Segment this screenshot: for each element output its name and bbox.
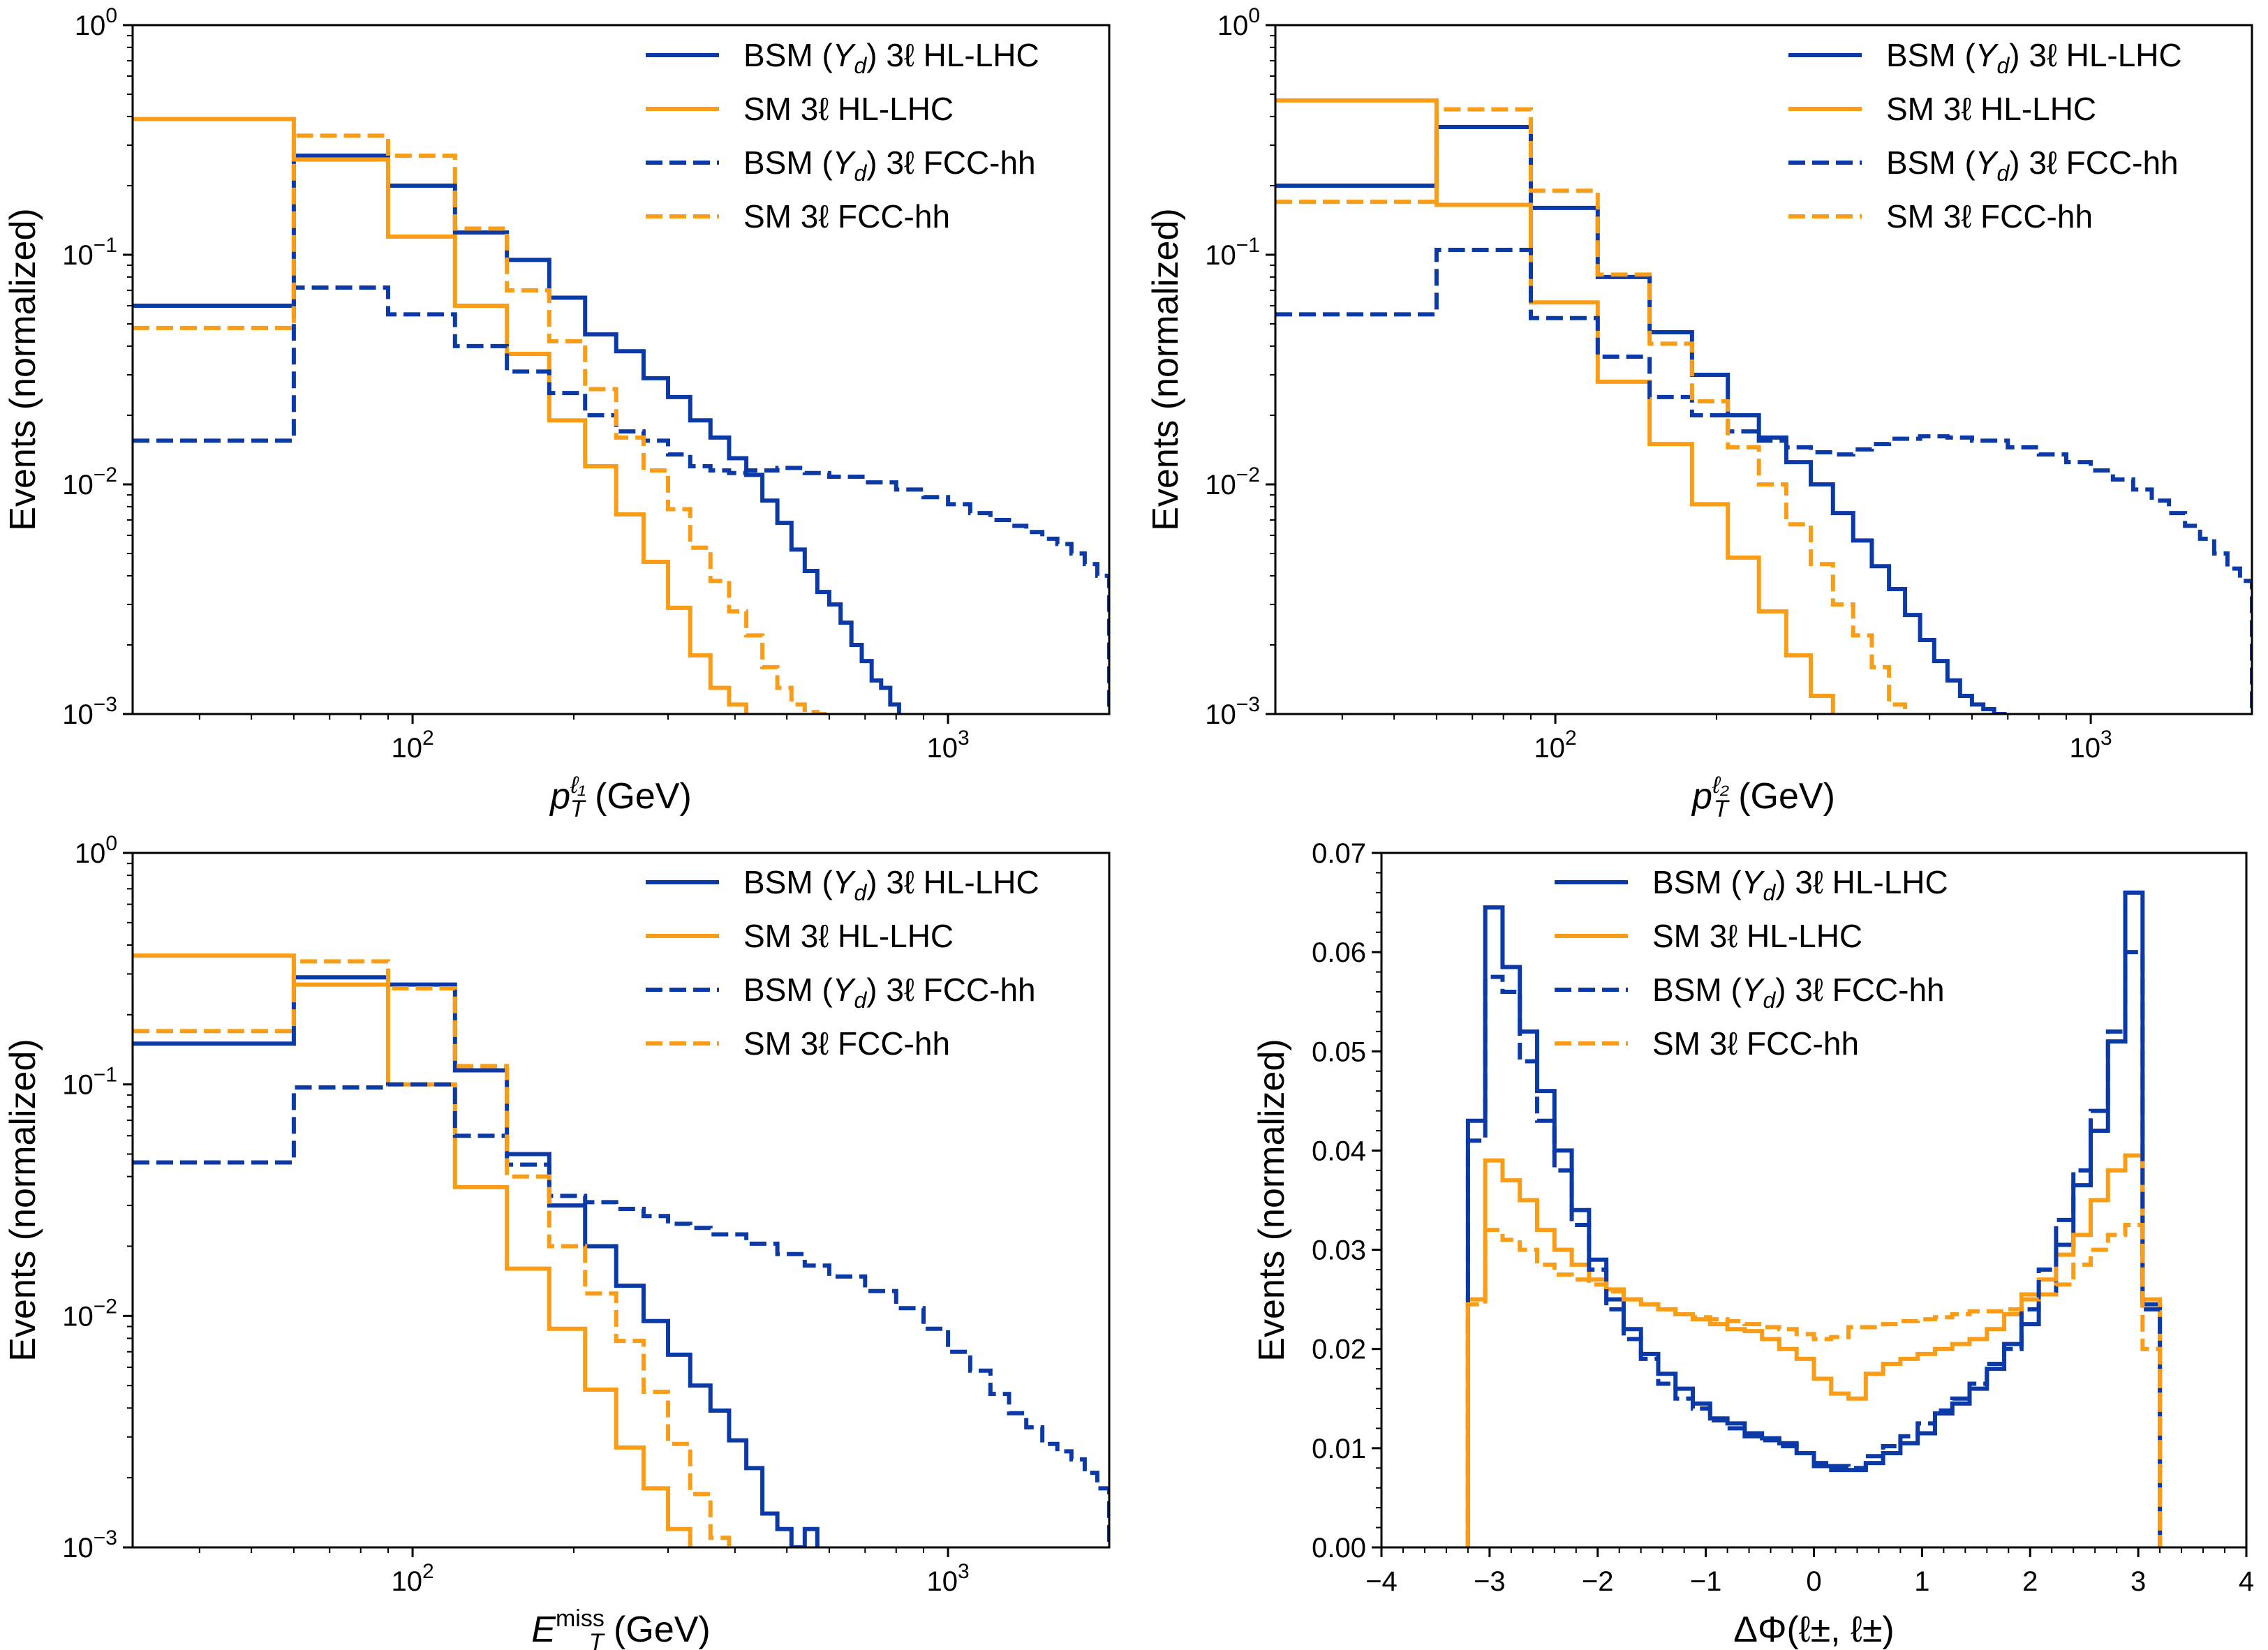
panel-4: −4 −3 −2 −1 0 1 2 3 40.000.010.020.030.040.050.0… bbox=[1252, 838, 2254, 1650]
y-tick-label: 10−3 bbox=[62, 693, 117, 730]
y-tick-label: 10−2 bbox=[62, 1295, 117, 1332]
y-axis: 10−3 10−2 10−1 100 bbox=[62, 4, 133, 730]
panel-2: 102 103 10−3 10−2 10−1 100 pℓ₂ T (GeV) Events (n… bbox=[1146, 4, 2253, 822]
x-axis-label: Emiss T (GeV) bbox=[531, 1605, 711, 1650]
legend-label: SM 3ℓ FCC-hh bbox=[1886, 198, 2093, 235]
y-tick-label: 0.04 bbox=[1312, 1136, 1366, 1166]
axes-frame bbox=[1274, 24, 2253, 715]
x-tick-label: 2 bbox=[2022, 1566, 2038, 1597]
legend-label: BSM (Yd) 3ℓ FCC-hh bbox=[743, 144, 1036, 186]
x-axis-label: ΔΦ(ℓ±, ℓ±) bbox=[1733, 1610, 1894, 1650]
x-axis: 102 103 bbox=[198, 714, 970, 764]
legend-label: BSM (Yd) 3ℓ HL-LHC bbox=[743, 864, 1039, 905]
axes-frame bbox=[131, 852, 1111, 1549]
legend-label: SM 3ℓ HL-LHC bbox=[1886, 91, 2096, 127]
series-bsm-y-d-3-fcc-hh bbox=[1275, 248, 2252, 714]
x-tick-label: 1 bbox=[1914, 1566, 1929, 1597]
x-tick-label: 102 bbox=[391, 1560, 433, 1597]
series-group bbox=[1275, 98, 2252, 714]
x-axis-label: pℓ₂ T (GeV) bbox=[1691, 772, 1835, 822]
legend: BSM (Yd) 3ℓ HL-LHC SM 3ℓ HL-LHC BSM (Yd) 3… bbox=[1788, 37, 2182, 235]
legend-label: SM 3ℓ HL-LHC bbox=[1652, 918, 1862, 954]
x-axis: −4 −3 −2 −1 0 1 2 3 4 bbox=[1365, 1547, 2254, 1597]
series-sm-3-hl-lhc bbox=[1465, 1153, 2163, 1547]
y-tick-label: 0.01 bbox=[1312, 1434, 1366, 1464]
legend-label: SM 3ℓ HL-LHC bbox=[743, 918, 954, 954]
legend-label: BSM (Yd) 3ℓ FCC-hh bbox=[743, 972, 1036, 1013]
axes-frame bbox=[1380, 852, 2248, 1549]
series-sm-3-fcc-hh bbox=[133, 133, 831, 714]
series-group bbox=[1465, 890, 2163, 1547]
series-group bbox=[133, 953, 1109, 1547]
legend-label: SM 3ℓ HL-LHC bbox=[743, 91, 954, 127]
legend: BSM (Yd) 3ℓ HL-LHC SM 3ℓ HL-LHC BSM (Yd) 3… bbox=[646, 37, 1039, 235]
y-tick-label: 10−2 bbox=[1205, 463, 1260, 500]
x-tick-label: −1 bbox=[1690, 1566, 1722, 1597]
series-sm-3-hl-lhc bbox=[1275, 98, 1835, 714]
x-tick-label: 103 bbox=[2070, 727, 2112, 764]
legend-label: BSM (Yd) 3ℓ HL-LHC bbox=[743, 37, 1039, 78]
series-bsm-y-d-3-fcc-hh bbox=[133, 285, 1109, 714]
x-tick-label: 4 bbox=[2239, 1566, 2254, 1597]
y-axis-label: Events (normalized) bbox=[1146, 208, 1186, 530]
x-axis: 102 103 bbox=[198, 1547, 970, 1597]
y-axis: 10−3 10−2 10−1 100 bbox=[1205, 4, 1275, 730]
series-bsm-y-d-3-fcc-hh bbox=[133, 1082, 1109, 1547]
series-sm-3-hl-lhc bbox=[133, 953, 692, 1547]
series-sm-3-hl-lhc bbox=[133, 117, 749, 714]
series-sm-3-fcc-hh bbox=[133, 959, 732, 1547]
legend-label: SM 3ℓ FCC-hh bbox=[743, 1025, 950, 1062]
y-tick-label: 100 bbox=[1217, 4, 1260, 41]
y-tick-label: 0.00 bbox=[1312, 1533, 1366, 1563]
y-axis: 10−3 10−2 10−1 100 bbox=[62, 832, 133, 1563]
series-group bbox=[133, 117, 1109, 714]
legend-label: BSM (Yd) 3ℓ FCC-hh bbox=[1652, 972, 1945, 1013]
axes-frame bbox=[131, 24, 1111, 715]
series-bsm-y-d-3-hl-lhc bbox=[133, 154, 901, 714]
x-tick-label: 0 bbox=[1806, 1566, 1821, 1597]
series-sm-3-fcc-hh bbox=[1465, 1223, 2163, 1547]
y-tick-label: 0.05 bbox=[1312, 1036, 1366, 1067]
y-tick-label: 0.02 bbox=[1312, 1335, 1366, 1365]
y-axis-label: Events (normalized) bbox=[3, 1039, 43, 1361]
y-tick-label: 100 bbox=[75, 4, 117, 41]
y-tick-label: 0.07 bbox=[1312, 838, 1366, 869]
legend-label: SM 3ℓ FCC-hh bbox=[743, 198, 950, 235]
y-tick-label: 10−1 bbox=[62, 234, 117, 271]
y-axis-label: Events (normalized) bbox=[1252, 1039, 1292, 1361]
x-tick-label: 103 bbox=[927, 1560, 970, 1597]
x-axis: 102 103 bbox=[1341, 714, 2112, 764]
legend: BSM (Yd) 3ℓ HL-LHC SM 3ℓ HL-LHC BSM (Yd) 3… bbox=[1555, 864, 1948, 1062]
panel-3: 102 103 10−3 10−2 10−1 100 Emiss T (GeV) Events … bbox=[3, 832, 1111, 1650]
y-tick-label: 10−3 bbox=[1205, 693, 1260, 730]
series-sm-3-fcc-hh bbox=[1275, 107, 1908, 714]
x-tick-label: −2 bbox=[1582, 1566, 1614, 1597]
legend: BSM (Yd) 3ℓ HL-LHC SM 3ℓ HL-LHC BSM (Yd) 3… bbox=[646, 864, 1039, 1062]
y-axis-label: Events (normalized) bbox=[3, 208, 43, 530]
x-tick-label: 3 bbox=[2130, 1566, 2146, 1597]
legend-label: BSM (Yd) 3ℓ HL-LHC bbox=[1886, 37, 2182, 78]
legend-label: BSM (Yd) 3ℓ HL-LHC bbox=[1652, 864, 1948, 905]
x-tick-label: −4 bbox=[1365, 1566, 1398, 1597]
series-bsm-y-d-3-fcc-hh bbox=[1465, 950, 2163, 1547]
panel-1: 102 103 10−3 10−2 10−1 100 pℓ₁ T (GeV) Events (n… bbox=[3, 4, 1111, 822]
x-axis-label: pℓ₁ T (GeV) bbox=[549, 772, 692, 822]
legend-label: BSM (Yd) 3ℓ FCC-hh bbox=[1886, 144, 2179, 186]
x-tick-label: −3 bbox=[1474, 1566, 1506, 1597]
y-axis: 0.00 0.01 0.02 0.03 0.04 0.05 0.06 0.07 bbox=[1312, 838, 1381, 1563]
legend-label: SM 3ℓ FCC-hh bbox=[1652, 1025, 1859, 1062]
x-tick-label: 102 bbox=[1534, 727, 1576, 764]
y-tick-label: 10−1 bbox=[62, 1064, 117, 1101]
y-tick-label: 10−1 bbox=[1205, 234, 1260, 271]
y-tick-label: 100 bbox=[75, 832, 117, 869]
y-tick-label: 10−3 bbox=[62, 1526, 117, 1563]
x-tick-label: 103 bbox=[927, 727, 970, 764]
x-tick-label: 102 bbox=[391, 727, 433, 764]
y-tick-label: 0.03 bbox=[1312, 1235, 1366, 1266]
y-tick-label: 0.06 bbox=[1312, 937, 1366, 968]
series-bsm-y-d-3-hl-lhc bbox=[133, 975, 820, 1547]
y-tick-label: 10−2 bbox=[62, 463, 117, 500]
